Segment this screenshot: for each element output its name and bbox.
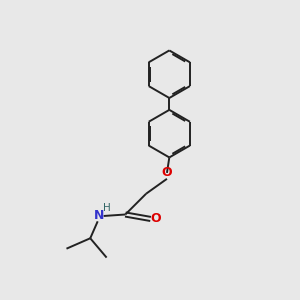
Text: N: N — [94, 209, 104, 223]
Text: O: O — [151, 212, 161, 226]
Text: H: H — [103, 203, 110, 213]
Text: O: O — [162, 167, 172, 179]
